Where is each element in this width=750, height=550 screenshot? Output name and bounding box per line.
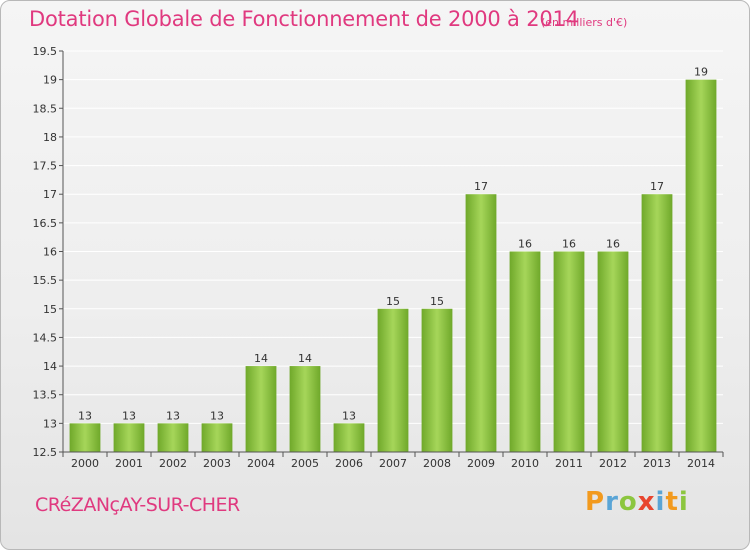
bar [553, 251, 585, 452]
x-tick-label: 2005 [291, 457, 319, 470]
axes [59, 50, 724, 457]
y-tick-label: 15.5 [33, 274, 58, 287]
x-tick-label: 2007 [379, 457, 407, 470]
y-tick-label: 12.5 [33, 446, 58, 459]
data-label: 16 [606, 238, 620, 251]
x-tick-label: 2002 [159, 457, 187, 470]
chart-subtitle: (en milliers d'€) [541, 16, 628, 29]
y-tick-label: 16.5 [33, 217, 58, 230]
y-tick-label: 19 [43, 74, 57, 87]
data-label: 13 [342, 409, 356, 422]
y-tick-label: 13 [43, 417, 57, 430]
logo-letter: r [605, 487, 619, 517]
bar [421, 308, 453, 452]
logo-letter: i [678, 487, 689, 517]
data-label: 15 [430, 295, 444, 308]
data-label: 14 [298, 352, 312, 365]
logo-letter: P [585, 487, 606, 517]
data-label: 13 [78, 409, 92, 422]
bar [509, 251, 541, 452]
bar [69, 423, 101, 452]
data-label: 17 [474, 180, 488, 193]
logo-letter: o [618, 487, 638, 517]
data-label: 17 [650, 180, 664, 193]
bar [157, 423, 189, 452]
logo-letter: t [665, 487, 679, 517]
chart-title: Dotation Globale de Fonctionnement de 20… [29, 7, 579, 31]
x-tick-label: 2011 [555, 457, 583, 470]
y-tick-label: 14.5 [33, 331, 58, 344]
logo-letter: x [637, 487, 656, 517]
x-tick-label: 2000 [71, 457, 99, 470]
labels: 12.5 13 13.5 14 14.5 15 15.5 16 16.5 17 17.5 18 18.5… [33, 45, 716, 470]
y-tick-label: 17.5 [33, 160, 58, 173]
y-tick-label: 13.5 [33, 389, 58, 402]
x-tick-label: 2009 [467, 457, 495, 470]
data-label: 13 [166, 409, 180, 422]
y-tick-label: 18.5 [33, 102, 58, 115]
x-tick-label: 2012 [599, 457, 627, 470]
bar [597, 251, 629, 452]
x-tick-label: 2001 [115, 457, 143, 470]
data-label: 14 [254, 352, 268, 365]
y-tick-label: 19.5 [33, 45, 58, 58]
y-tick-label: 15 [43, 303, 57, 316]
data-label: 19 [694, 66, 708, 79]
data-label: 13 [122, 409, 136, 422]
x-tick-label: 2010 [511, 457, 539, 470]
bar [465, 194, 497, 452]
y-tick-label: 17 [43, 188, 57, 201]
proxiti-logo: Proxiti [585, 487, 689, 517]
data-label: 16 [518, 238, 532, 251]
logo-letter: i [655, 487, 666, 517]
bar [685, 79, 717, 453]
x-tick-label: 2003 [203, 457, 231, 470]
bar [245, 366, 277, 452]
y-tick-label: 16 [43, 246, 57, 259]
data-label: 13 [210, 409, 224, 422]
x-tick-label: 2014 [687, 457, 715, 470]
bar [289, 366, 321, 452]
bar [201, 423, 233, 452]
bar [377, 308, 409, 452]
bars [69, 79, 717, 453]
y-tick-label: 18 [43, 131, 57, 144]
x-tick-label: 2008 [423, 457, 451, 470]
y-tick-label: 14 [43, 360, 57, 373]
x-tick-label: 2004 [247, 457, 275, 470]
x-tick-label: 2006 [335, 457, 363, 470]
commune-name: CRéZANçAY-SUR-CHER [35, 494, 240, 516]
data-label: 16 [562, 238, 576, 251]
bar [641, 194, 673, 452]
bar [113, 423, 145, 452]
x-tick-label: 2013 [643, 457, 671, 470]
data-label: 15 [386, 295, 400, 308]
bar [333, 423, 365, 452]
